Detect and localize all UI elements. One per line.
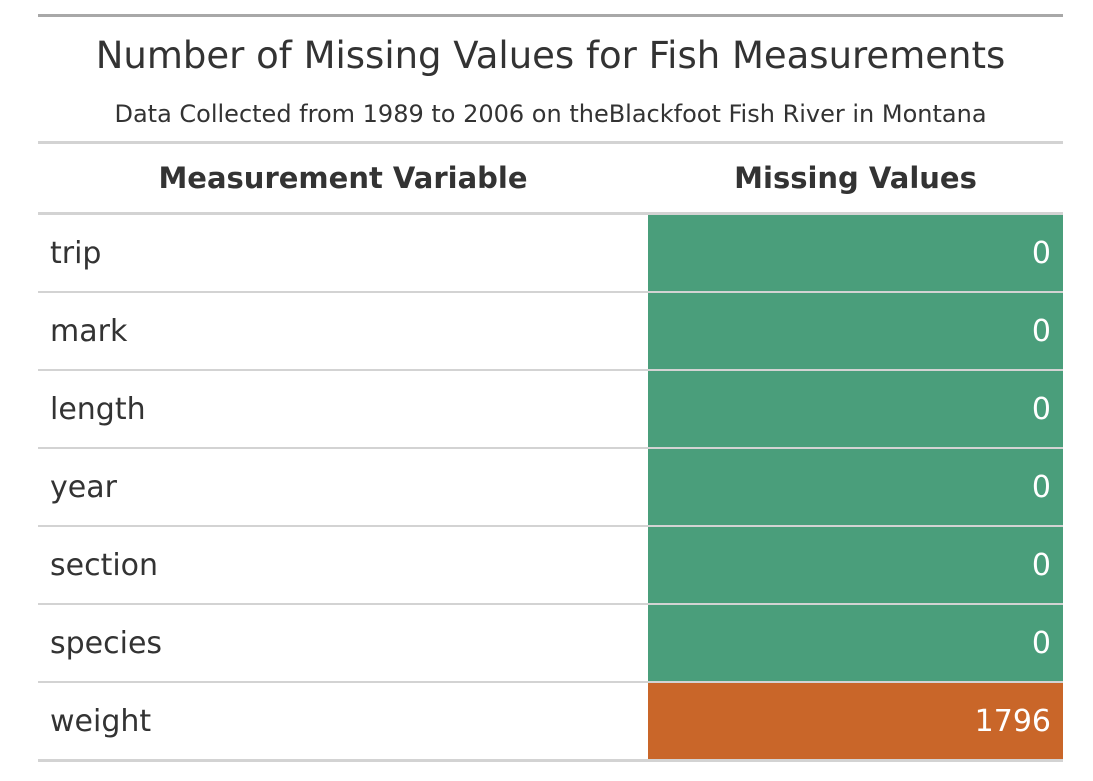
- missing-value-cell: 0: [648, 526, 1063, 605]
- table-row: species 0: [38, 604, 1063, 683]
- variable-cell: section: [38, 526, 648, 605]
- table-title: Number of Missing Values for Fish Measur…: [95, 34, 1006, 77]
- variable-cell: length: [38, 370, 648, 449]
- missing-value-cell: 0: [648, 448, 1063, 527]
- table-row: year 0: [38, 448, 1063, 527]
- header-row: Measurement Variable Missing Values: [38, 144, 1063, 215]
- variable-cell: mark: [38, 292, 648, 371]
- table-row: length 0: [38, 370, 1063, 449]
- missing-value-cell: 0: [648, 292, 1063, 371]
- table-row: section 0: [38, 526, 1063, 605]
- missing-value-cell: 0: [648, 370, 1063, 449]
- variable-cell: trip: [38, 213, 648, 293]
- column-header-variable: Measurement Variable: [38, 144, 648, 215]
- missing-value-cell: 1796: [648, 682, 1063, 762]
- missing-value-cell: 0: [648, 213, 1063, 293]
- variable-cell: weight: [38, 682, 648, 762]
- missing-value-cell: 0: [648, 604, 1063, 683]
- missing-values-table: Number of Missing Values for Fish Measur…: [38, 14, 1063, 762]
- table-row: weight 1796: [38, 682, 1063, 762]
- variable-cell: species: [38, 604, 648, 683]
- table-row: trip 0: [38, 213, 1063, 293]
- variable-cell: year: [38, 448, 648, 527]
- table-subtitle: Data Collected from 1989 to 2006 on theB…: [38, 79, 1063, 144]
- column-header-missing: Missing Values: [648, 144, 1063, 215]
- table-row: mark 0: [38, 292, 1063, 371]
